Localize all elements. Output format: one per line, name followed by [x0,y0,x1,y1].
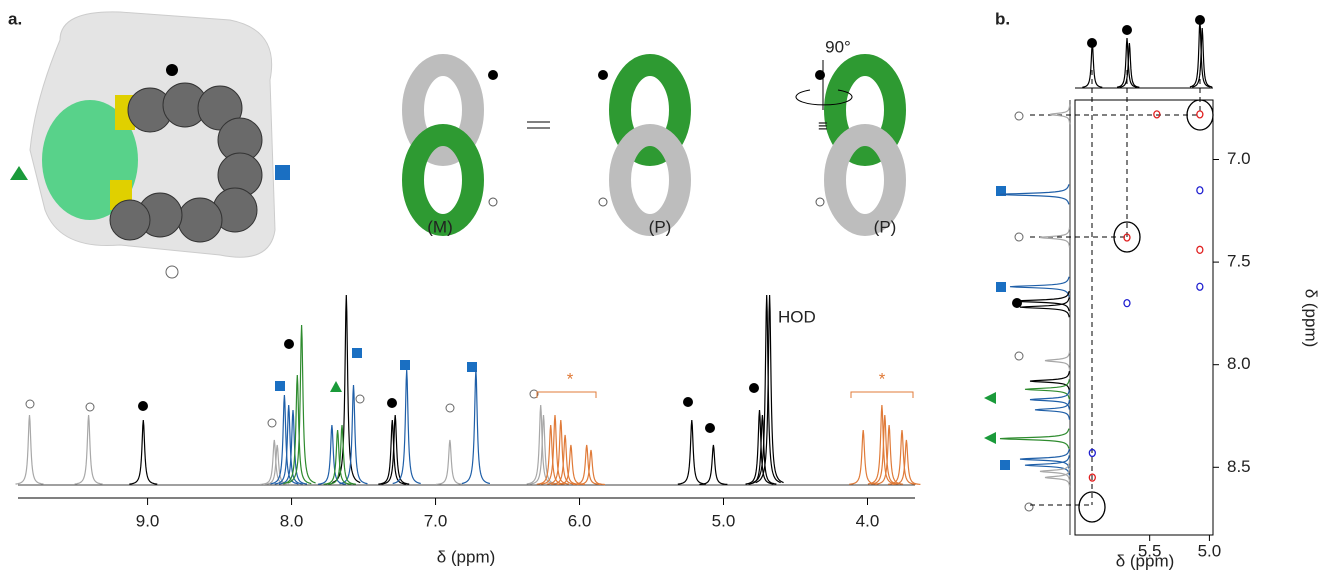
nmr-peak [699,444,728,486]
nmr-peak [1044,350,1071,371]
x-tick-label: 7.0 [424,511,448,530]
x-tick-label: 8.0 [280,511,304,530]
nmr-peak [536,424,565,485]
scheme-markers [488,60,853,207]
x-tick-label: 6.0 [568,511,592,530]
cross-peak [1196,110,1204,119]
rotation-label: 90° [825,37,851,56]
asterisk: * [879,369,886,388]
nmr-peak [755,294,784,484]
cross-peak [1196,245,1204,254]
equivalent-sign: ≡ [818,116,828,135]
nmr-peak [849,429,878,485]
chirality-label: (M) [427,217,452,236]
nmr-peak [1039,227,1071,248]
nmr-peak [323,429,352,485]
y-tick-label: 8.0 [1227,354,1251,373]
cross-peak [1196,186,1204,195]
nmr-peak [270,394,299,485]
asterisk: * [567,369,574,388]
nmr-peak [1116,37,1138,88]
nmr-peak [1082,42,1103,88]
cross-peak [1153,110,1161,119]
nmr-peak [526,404,555,485]
nmr-peak [287,324,316,484]
nmr-peak [999,184,1070,205]
nmr-peak [461,369,491,485]
scheme [402,54,906,236]
nmr-peak [752,294,781,484]
nmr-peak [1024,379,1070,400]
cross-peak [1088,473,1096,482]
x-axis-title: δ (ppm) [437,547,496,566]
nmr-peak [1034,399,1070,420]
nmr-peak [283,374,312,485]
nmr-peak [1029,389,1070,410]
x-tick-label: 5.0 [1198,541,1222,560]
nmr-peak [572,444,601,486]
x-tick-label: 9.0 [136,511,160,530]
panel-b-frame [1030,70,1214,536]
cross-peak [1196,282,1204,291]
nmr-peak [1119,42,1140,88]
nmr-peak [15,414,44,485]
x-tick-label: 5.0 [712,511,736,530]
y-tick-label: 7.0 [1227,149,1251,168]
nmr-peak [1192,27,1213,88]
panel-label: b. [995,9,1010,28]
nmr-peak [745,409,774,485]
x-tick-label: 5.5 [1138,541,1162,560]
nmr-peak [870,414,899,485]
cross-peak [1123,298,1131,308]
y-tick-label: 7.5 [1227,252,1251,271]
y-axis-title: δ (ppm) [1302,289,1321,348]
cross-peak [1123,233,1131,242]
nmr-peak [867,404,897,485]
panel-label: a. [8,9,22,28]
nmr-peak [263,444,292,486]
nmr-peak [1044,467,1071,488]
nmr-peak [1009,276,1070,297]
nmr-peak [435,439,464,485]
nmr-peak [129,419,158,485]
nmr-peak [1049,104,1071,125]
nmr-peak [381,414,410,485]
nmr-peak [577,449,605,486]
nmr-peak [328,424,356,485]
nmr-peak [1019,297,1070,318]
chirality-label: (P) [649,217,672,236]
nmr-peak [546,419,575,485]
x-axis-title: δ (ppm) [1116,551,1175,570]
nmr-peak [274,404,303,485]
assignment-symbols [25,15,1205,512]
nmr-peak [1029,371,1070,392]
nmr-peak [677,419,706,485]
nmr-peak [892,439,921,485]
nmr-peak [1014,290,1070,312]
nmr-peak [1189,19,1211,88]
nmr-peak [550,434,580,485]
x-tick-label: 4.0 [856,511,880,530]
nmr-peak [1039,461,1071,482]
solvent-label: HOD [778,307,816,326]
nmr-peak [74,414,103,485]
nmr-peak [887,429,917,485]
cross-peak [1088,448,1096,458]
nmr-peak [279,409,307,485]
chirality-label: (P) [874,217,897,236]
nmr-peak [378,419,407,485]
nmr-peak [392,369,421,485]
molecule-model [10,11,290,279]
y-tick-label: 8.5 [1227,457,1251,476]
nmr-peak [999,428,1070,449]
